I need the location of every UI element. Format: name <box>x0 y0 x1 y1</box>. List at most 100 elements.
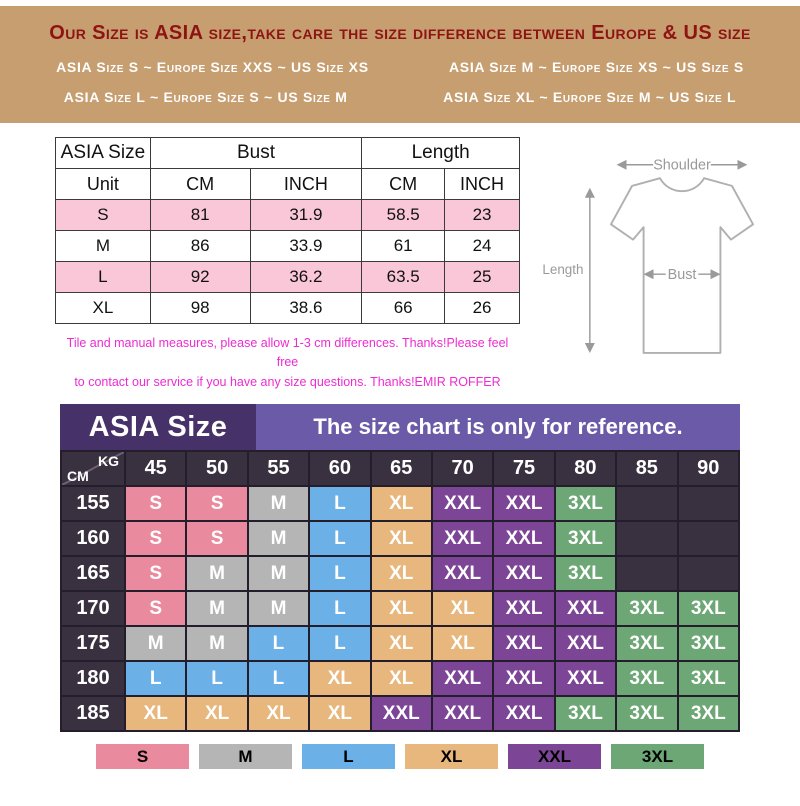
weight-header-cell: 45 <box>123 450 188 488</box>
size-cell: XXL <box>492 625 556 663</box>
measure-cell: 38.6 <box>249 292 363 324</box>
size-cell: S <box>123 485 188 523</box>
size-cell: L <box>308 590 372 628</box>
size-cell: XL <box>123 695 188 733</box>
matrix-row: 170 S M M L XL XL XXL XXL 3XL 3XL <box>60 590 741 628</box>
banner-title: Our Size is ASIA size,take care the size… <box>49 22 751 44</box>
weight-header-cell: 85 <box>615 450 679 488</box>
legend-item-xl: XL <box>405 744 498 770</box>
size-cell: XL <box>369 660 433 698</box>
size-cell: M <box>185 590 249 628</box>
size-cell: XXL <box>430 555 495 593</box>
size-cell: 3XL <box>553 695 618 733</box>
size-cell: S <box>123 590 188 628</box>
measure-cell: 66 <box>361 292 446 324</box>
unit-header-cell: Unit <box>55 168 151 200</box>
height-header-cell: 165 <box>60 555 126 593</box>
measure-cell: M <box>55 230 151 262</box>
size-cell: XL <box>369 555 433 593</box>
size-cell: XXL <box>430 695 495 733</box>
size-cell: XXL <box>492 555 556 593</box>
size-cell: L <box>308 520 372 558</box>
size-cell: XXL <box>430 520 495 558</box>
size-cell: XL <box>369 590 433 628</box>
measurement-section: ASIA Size Bust Length Unit CM INCH CM IN… <box>0 123 800 392</box>
size-cell: XXL <box>492 660 556 698</box>
unit-header-cell: CM <box>149 168 251 200</box>
measure-cell: 63.5 <box>361 261 446 293</box>
weight-header-cell: 90 <box>676 450 741 488</box>
size-cell: XXL <box>553 660 618 698</box>
size-matrix: KG CM 45 50 55 60 65 70 75 80 85 90 155 S S M L XL XXL XXL 3… <box>60 450 741 733</box>
measurement-column: ASIA Size Bust Length Unit CM INCH CM IN… <box>55 137 533 392</box>
measure-cell: 98 <box>149 292 251 324</box>
unit-header-cell: CM <box>361 168 446 200</box>
measure-cell: 24 <box>444 230 520 262</box>
measurement-table: ASIA Size Bust Length Unit CM INCH CM IN… <box>55 137 520 324</box>
banner-conversion-row-2: ASIA Size L ~ Europe Size S ~ US Size M … <box>0 89 800 105</box>
size-cell: S <box>123 520 188 558</box>
size-cell: 3XL <box>615 695 679 733</box>
size-legend: S M L XL XXL 3XL <box>60 744 740 770</box>
matrix-row: 185 XL XL XL XL XXL XXL XXL 3XL 3XL 3XL <box>60 695 741 733</box>
matrix-row: 165 S M M L XL XXL XXL 3XL <box>60 555 741 593</box>
size-cell: XL <box>369 485 433 523</box>
measure-note: Tile and manual measures, please allow 1… <box>66 336 509 389</box>
size-cell: 3XL <box>615 660 679 698</box>
legend-item-xxl: XXL <box>508 744 601 770</box>
measure-cell: 92 <box>149 261 251 293</box>
size-cell: XL <box>308 660 372 698</box>
height-header-cell: 155 <box>60 485 126 523</box>
size-cell: S <box>185 520 249 558</box>
size-info-banner: Our Size is ASIA size,take care the size… <box>0 6 800 123</box>
size-cell: XXL <box>430 660 495 698</box>
kg-axis-label: KG <box>98 453 119 470</box>
banner-conversion-m: ASIA Size M ~ Europe Size XS ~ US Size S <box>448 59 744 75</box>
weight-header-cell: 80 <box>553 450 618 488</box>
size-guide-page: Our Size is ASIA size,take care the size… <box>0 6 800 770</box>
size-cell: M <box>246 520 311 558</box>
bust-label: Bust <box>667 267 696 283</box>
measure-cell: 23 <box>444 199 520 231</box>
legend-item-s: S <box>96 744 189 770</box>
weight-header-cell: 65 <box>369 450 433 488</box>
size-cell: XL <box>430 590 495 628</box>
size-cell: 3XL <box>676 625 741 663</box>
measure-cell: 31.9 <box>249 199 363 231</box>
measure-cell: 61 <box>361 230 446 262</box>
size-cell: 3XL <box>553 555 618 593</box>
legend-item-m: M <box>199 744 292 770</box>
size-cell: XXL <box>492 485 556 523</box>
height-header-cell: 180 <box>60 660 126 698</box>
measure-cell: L <box>55 261 151 293</box>
size-cell: XXL <box>492 695 556 733</box>
measure-row-l: L 92 36.2 63.5 25 <box>55 261 520 293</box>
size-chart-header: ASIA Size The size chart is only for ref… <box>60 404 740 451</box>
size-cell: L <box>308 625 372 663</box>
empty-cell <box>676 555 741 593</box>
matrix-row: 155 S S M L XL XXL XXL 3XL <box>60 485 741 523</box>
size-cell: XXL <box>369 695 433 733</box>
banner-conversion-l: ASIA Size L ~ Europe Size S ~ US Size M <box>63 89 348 105</box>
matrix-header-row: KG CM 45 50 55 60 65 70 75 80 85 90 <box>60 450 741 488</box>
size-cell: 3XL <box>553 485 618 523</box>
size-cell: XL <box>430 625 495 663</box>
height-header-cell: 185 <box>60 695 126 733</box>
banner-conversion-xl: ASIA Size XL ~ Europe Size M ~ US Size L <box>443 89 737 105</box>
measure-cell: XL <box>55 292 151 324</box>
empty-cell <box>615 555 679 593</box>
measure-cell: 36.2 <box>249 261 363 293</box>
size-cell: 3XL <box>615 625 679 663</box>
matrix-row: 160 S S M L XL XXL XXL 3XL <box>60 520 741 558</box>
size-cell: XXL <box>492 520 556 558</box>
size-cell: M <box>185 625 249 663</box>
size-cell: L <box>123 660 188 698</box>
size-cell: 3XL <box>553 520 618 558</box>
height-header-cell: 175 <box>60 625 126 663</box>
size-cell: 3XL <box>676 590 741 628</box>
empty-cell <box>676 520 741 558</box>
measure-cell: S <box>55 199 151 231</box>
size-cell: XXL <box>430 485 495 523</box>
size-cell: XL <box>246 695 311 733</box>
size-chart-title: ASIA Size <box>60 404 256 451</box>
